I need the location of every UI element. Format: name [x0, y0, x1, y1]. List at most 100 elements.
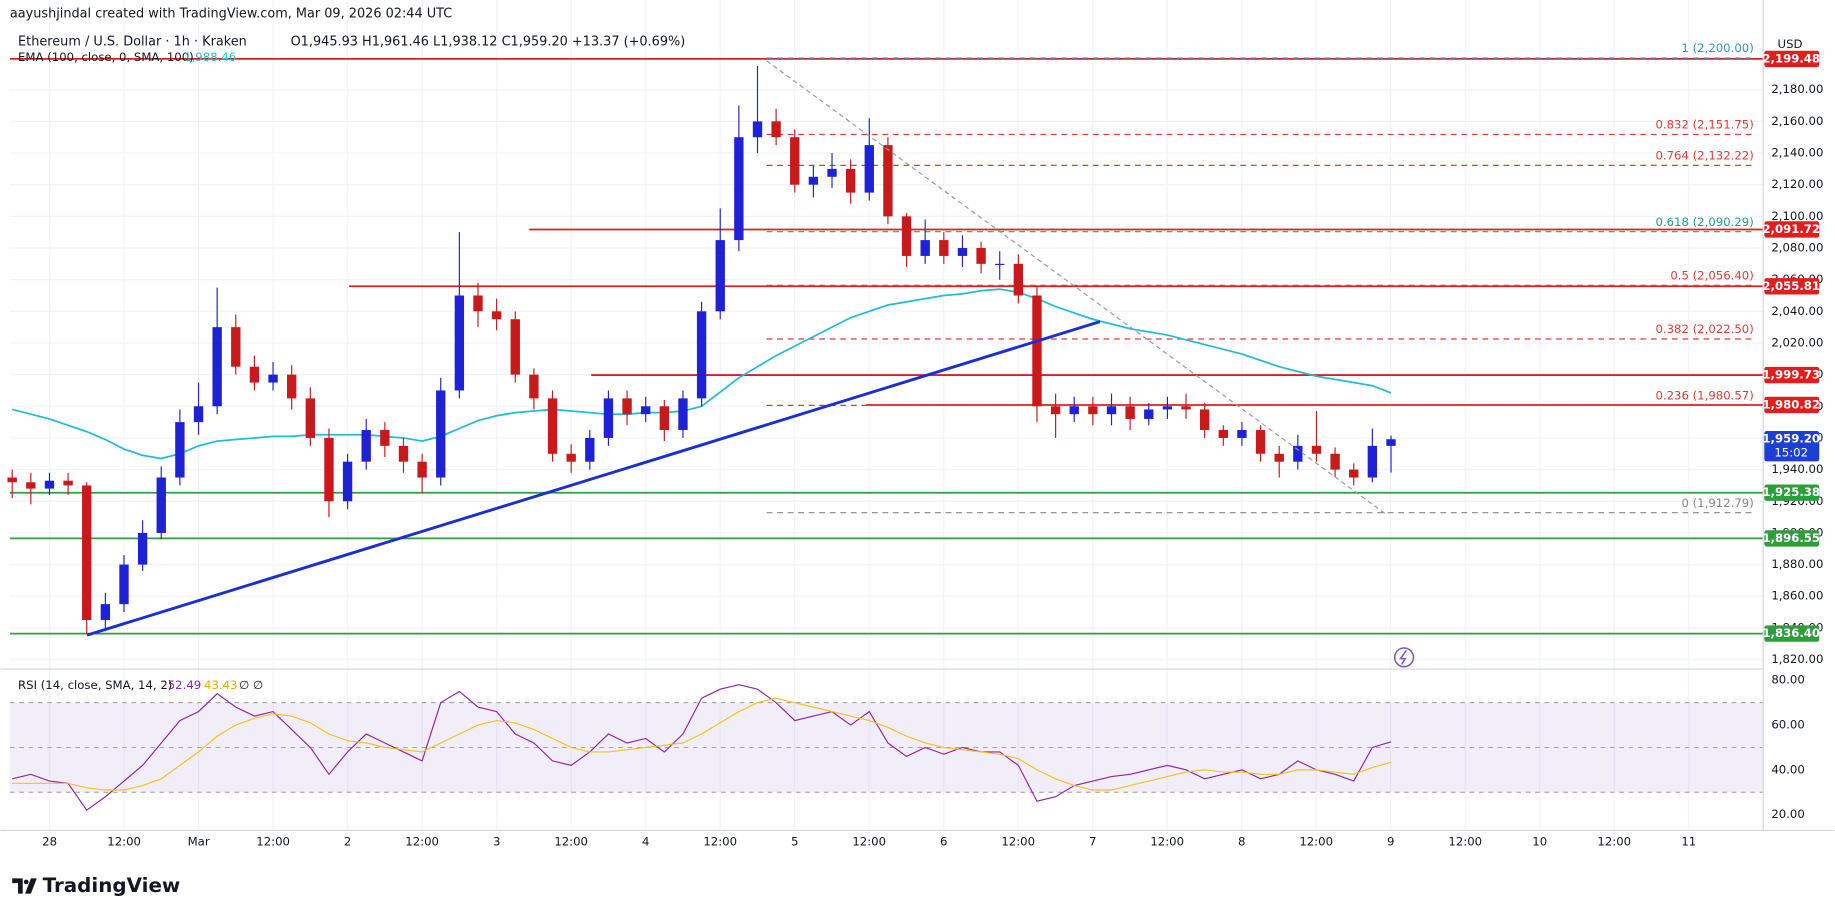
fib-label: 0.382 (2,022.50)	[1655, 322, 1753, 336]
candle-body	[1069, 406, 1079, 415]
candle-body	[734, 137, 744, 241]
candle-body	[845, 168, 856, 193]
price-badge	[1764, 50, 1820, 68]
candle-body	[361, 430, 371, 462]
rsi-line	[12, 697, 1392, 791]
rsi-line	[12, 684, 1392, 812]
x-tick-label: Mar	[188, 835, 210, 849]
candle-body	[1106, 406, 1117, 415]
rsi-tick-label: 40.00	[1771, 762, 1804, 776]
fib-label: 0.618 (2,090.29)	[1655, 215, 1753, 229]
y-tick-label: 1,860.00	[1771, 589, 1823, 603]
y-tick-label: 2,080.00	[1771, 241, 1823, 255]
candle-body	[1013, 263, 1024, 296]
candle-body	[641, 406, 651, 415]
price-badge-label: 1,836.40	[1762, 626, 1820, 640]
candle-body	[63, 480, 73, 486]
candle-body	[491, 311, 502, 320]
y-tick-label: 2,180.00	[1771, 82, 1823, 96]
candle-body	[995, 263, 1005, 266]
fib-label: 1 (2,200.00)	[1681, 41, 1753, 55]
candle-body	[976, 248, 986, 264]
rsi-value: 52.49	[168, 678, 201, 692]
candle-body	[1218, 430, 1228, 438]
replay-icon[interactable]	[1393, 647, 1415, 668]
candle-body	[752, 121, 763, 138]
x-tick-label: 12:00	[405, 835, 439, 849]
candle-body	[119, 564, 129, 605]
x-tick-label: 12:00	[107, 835, 141, 849]
candle-body	[864, 145, 874, 193]
x-tick-label: 2	[344, 835, 351, 849]
candle-body	[7, 477, 17, 483]
rsi-tick-label: 20.00	[1771, 807, 1804, 821]
candle-body	[1255, 430, 1266, 454]
candle-body	[1311, 445, 1322, 454]
x-tick-label: 11	[1681, 835, 1696, 849]
x-tick-label: 28	[42, 835, 57, 849]
x-tick-label: 10	[1532, 835, 1547, 849]
ema-title: EMA (100, close, 0, SMA, 100)	[18, 50, 194, 64]
x-tick-label: 12:00	[1448, 835, 1482, 849]
candle-body	[305, 398, 315, 438]
candle-body	[44, 480, 55, 489]
y-tick-label: 2,020.00	[1771, 335, 1823, 349]
rsi-extra: ∅ ∅	[239, 678, 263, 692]
candle-body	[901, 216, 912, 256]
x-tick-label: 12:00	[703, 835, 737, 849]
price-badge	[1764, 278, 1820, 295]
y-tick-label: 2,140.00	[1771, 146, 1823, 160]
candle-body	[193, 406, 204, 423]
candle-body	[268, 374, 278, 383]
ema-value: 1,988.46	[184, 50, 236, 64]
plot: 1 (2,200.00) 0.832 (2,151.75) 0.764 (2,132…	[7, 41, 1764, 812]
price-badge-label: 1,999.73	[1762, 368, 1820, 382]
candle-body	[566, 453, 576, 462]
candle-body	[1144, 409, 1154, 419]
candle-body	[454, 295, 465, 391]
candle-body	[808, 176, 819, 185]
currency: USD	[1778, 37, 1803, 51]
candle-body	[547, 398, 558, 454]
logo: TradingView	[12, 874, 180, 897]
candle-body	[156, 477, 166, 533]
candle-body	[82, 485, 92, 620]
fib-label: 0.5 (2,056.40)	[1670, 269, 1753, 283]
candle-body	[1293, 445, 1303, 462]
candle-body	[231, 327, 241, 367]
x-tick-label: 12:00	[1150, 835, 1184, 849]
price-badge	[1764, 431, 1820, 462]
fib-label: 0 (1,912.79)	[1681, 496, 1753, 510]
price-badge-label: 1,896.55	[1762, 531, 1820, 545]
price-badge-label: 1,925.38	[1762, 485, 1820, 499]
candle-body	[678, 398, 688, 431]
x-tick-label: 12:00	[1299, 835, 1333, 849]
candle-body	[1199, 409, 1210, 431]
x-tick-label: 12:00	[256, 835, 290, 849]
x-tick-label: 12:00	[1597, 835, 1631, 849]
candle-body	[1162, 406, 1173, 410]
candle-body	[1181, 406, 1191, 410]
candle-body	[1032, 295, 1042, 407]
price-badge-label: 2,055.81	[1762, 279, 1820, 293]
candle-body	[1386, 439, 1396, 446]
x-tick-label: 8	[1238, 835, 1245, 849]
y-tick-label: 2,100.00	[1771, 209, 1823, 223]
candle-body	[1088, 406, 1098, 415]
candle-body	[287, 374, 297, 399]
x-tick-label: 12:00	[554, 835, 588, 849]
candle-body	[1367, 445, 1378, 478]
credit: aayushjindal created with TradingView.co…	[10, 7, 452, 22]
x-tick-label: 12:00	[1001, 835, 1035, 849]
rsi-band	[9, 702, 1764, 793]
x-tick-label: 5	[791, 835, 798, 849]
candle-body	[585, 437, 595, 462]
candle-body	[790, 137, 800, 185]
candle-body	[417, 461, 427, 478]
y-tick-label: 1,820.00	[1771, 652, 1823, 666]
price-badge-label: 2,091.72	[1762, 222, 1820, 236]
price-badge	[1764, 396, 1820, 414]
candle-body	[883, 145, 893, 217]
candle-body	[26, 482, 36, 489]
